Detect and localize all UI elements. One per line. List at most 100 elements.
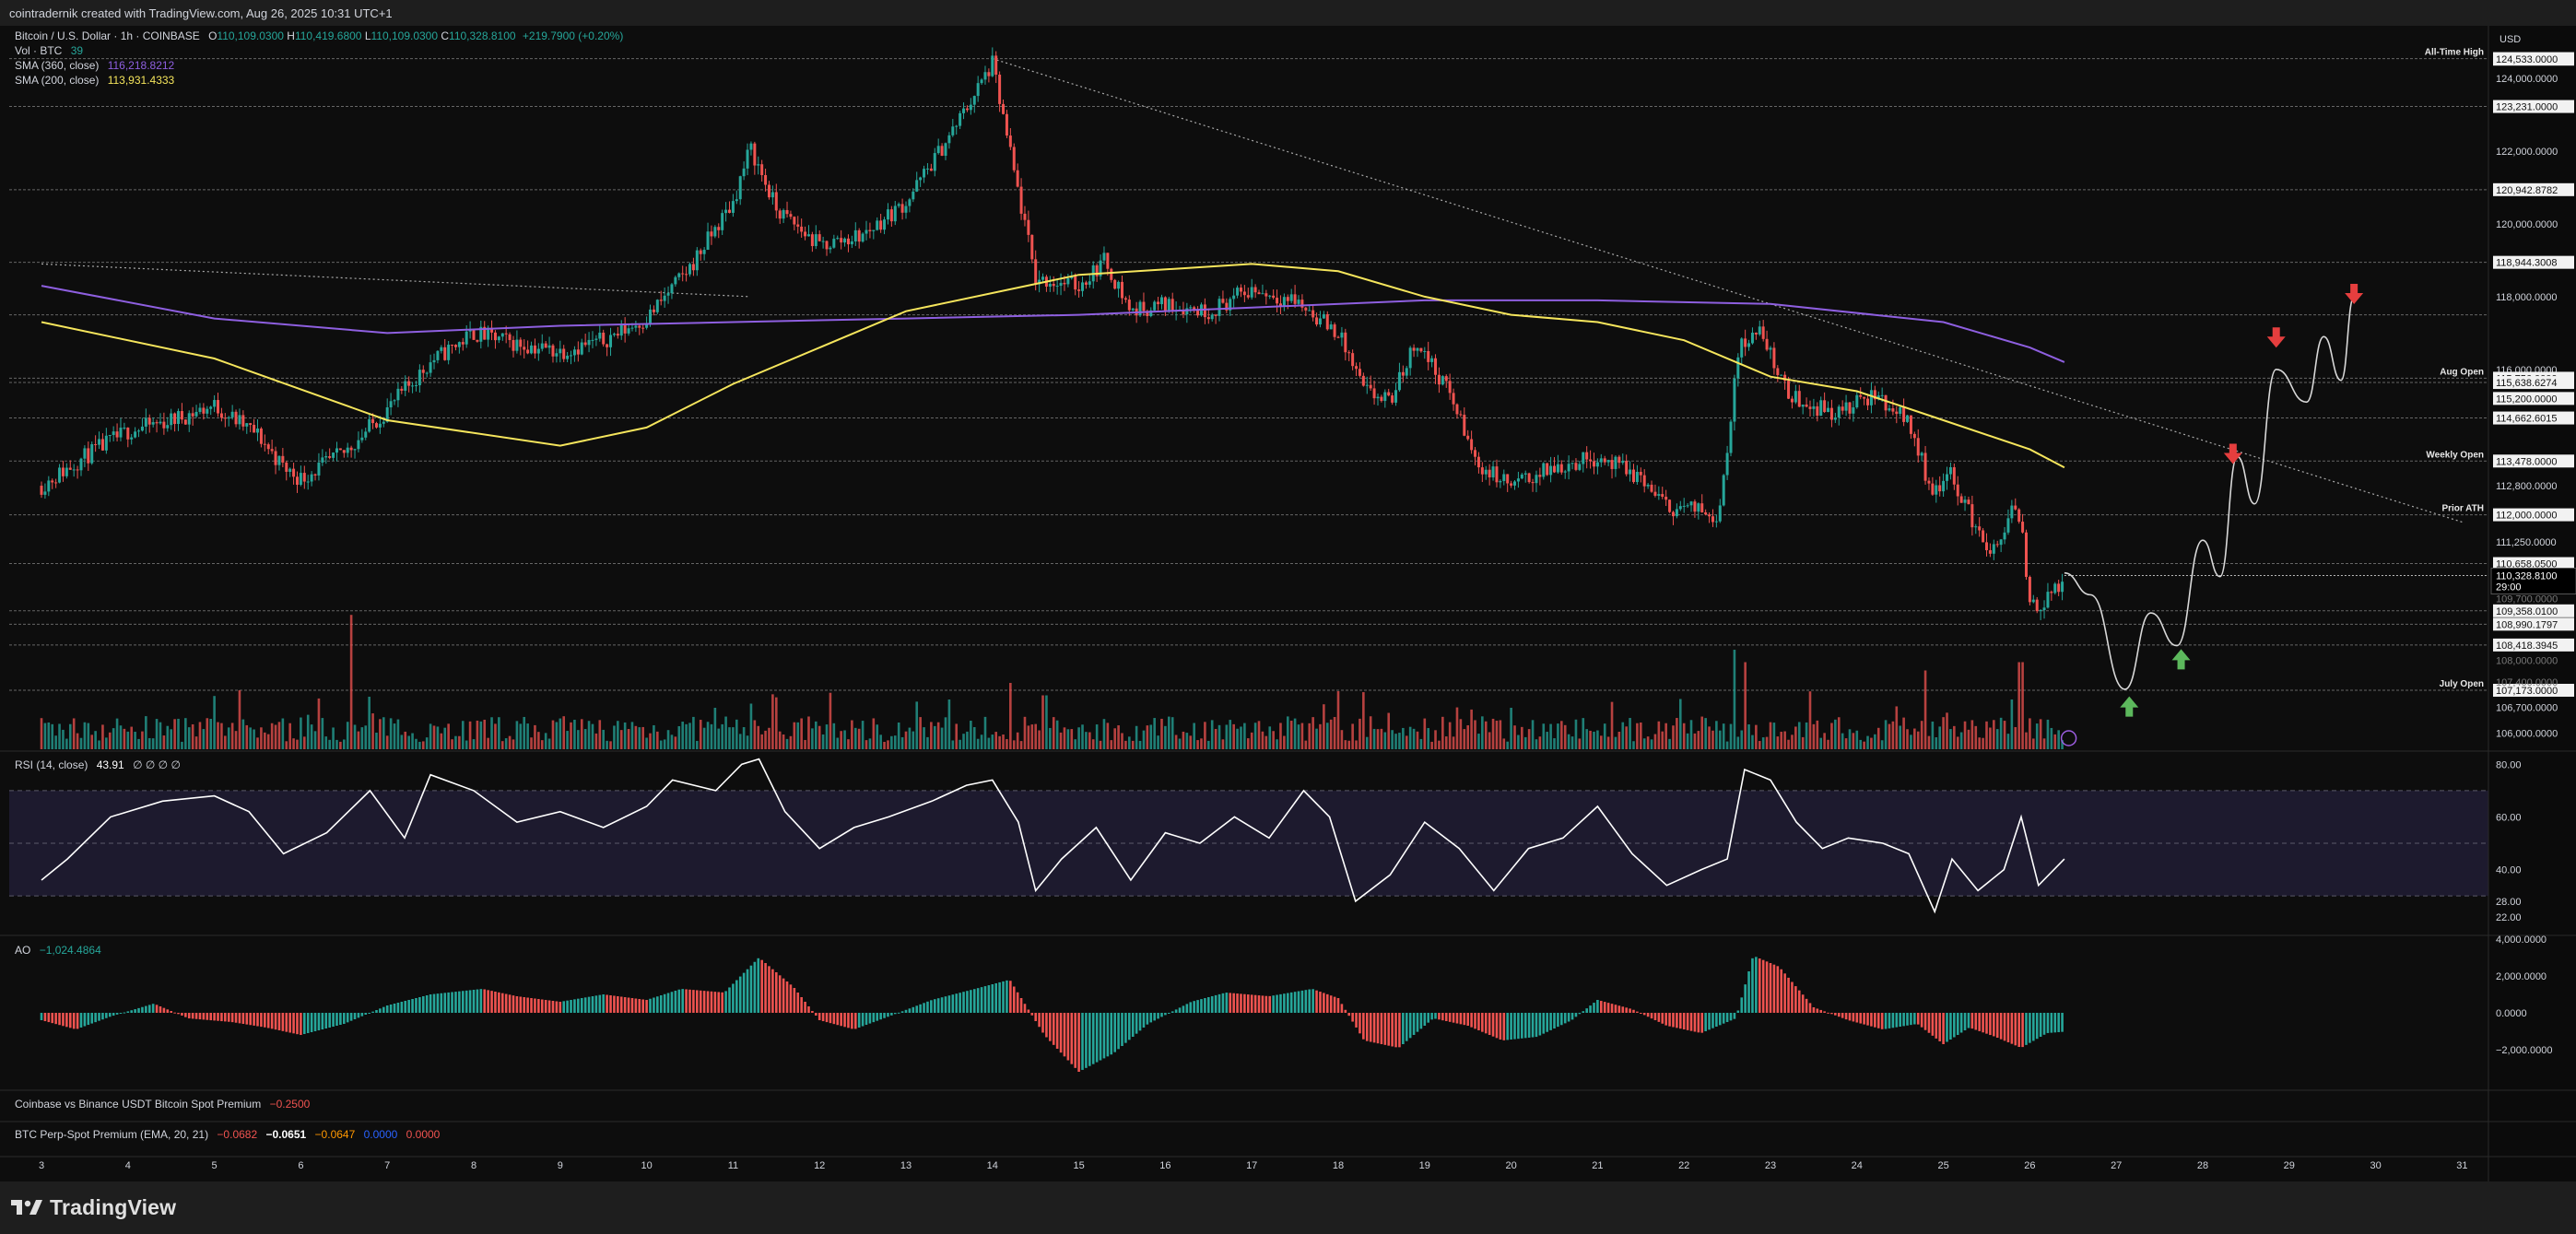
volume-bar [1527,729,1531,749]
ao-legend[interactable]: AO −1,024.4864 [15,943,101,958]
ao-bar [900,1011,904,1013]
candle-body [1708,514,1711,517]
price-level-badge-11 [2493,557,2574,570]
ao-bar [1697,1013,1700,1033]
volume-bar [202,729,206,749]
candle-body [270,449,274,452]
price-level-badge-7 [2493,392,2574,405]
candle-body [1902,406,1906,422]
candle-body [825,241,829,250]
volume-bar [814,721,817,749]
price-axis-background [2488,26,2576,1181]
perp-premium-legend[interactable]: BTC Perp-Spot Premium (EMA, 20, 21) −0.0… [15,1127,440,1142]
candle-body [955,125,959,127]
candle-body [998,75,1002,104]
volume-bar [206,718,209,749]
volume-bar [1661,731,1664,749]
candle-body [1315,317,1319,325]
volume-bar [68,723,72,749]
ao-bar [994,982,998,1013]
candle-body [770,192,774,198]
candle-body [266,444,270,450]
ao-bar [1931,1013,1935,1036]
volume-bar [904,731,908,749]
ao-bar [194,1013,198,1019]
ao-bar [912,1006,915,1013]
rsi-extra: ∅ ∅ ∅ ∅ [133,758,181,771]
candle-body [1149,310,1153,317]
rsi-legend[interactable]: RSI (14, close) 43.91 ∅ ∅ ∅ ∅ [15,758,181,772]
volume-bar [1387,712,1391,749]
spot-premium-legend[interactable]: Coinbase vs Binance USDT Bitcoin Spot Pr… [15,1097,310,1111]
candle-body [2042,607,2046,611]
ao-bar [1999,1013,2003,1040]
ao-bar [1135,1013,1138,1034]
volume-bar [1769,722,1772,749]
candle-body [1516,478,1520,482]
main-legend: Bitcoin / U.S. Dollar · 1h · COINBASE O1… [15,29,623,88]
volume-bar [1657,721,1661,749]
candle-body [638,325,641,328]
volume-bar [101,724,104,749]
ao-bar [760,959,763,1013]
candle-body [1758,326,1761,335]
volume-bar [728,727,731,749]
candle-body [1095,264,1099,276]
ao-bar [1434,1013,1437,1019]
current-price-label: 110,328.8100 [2496,571,2557,582]
tradingview-logo[interactable]: TradingView [11,1195,176,1219]
ao-bar [206,1013,209,1020]
candle-body [1383,392,1387,402]
volume-bar [328,739,331,749]
ao-bar [54,1013,57,1025]
ao-bar [547,1000,551,1013]
ao-bar [1769,963,1772,1013]
candle-body [1127,300,1131,311]
candle-body [1816,405,1819,417]
candle-body [915,180,919,192]
ao-bar [853,1013,857,1029]
volume-bar [1923,670,1927,749]
volume-bar [630,722,634,749]
candle-body [1714,521,1718,523]
volume-bar [923,727,925,749]
ao-bar [1164,1013,1167,1016]
volume-bar [1600,735,1603,749]
volume-legend-row[interactable]: Vol · BTC 39 [15,43,623,58]
ao-bar [407,1000,410,1013]
candle-body [1750,332,1754,344]
sma200-legend-row[interactable]: SMA (200, close) 113,931.4333 [15,73,623,88]
volume-bar [930,722,933,749]
candle-body [1272,295,1276,299]
volume-bar [980,735,983,749]
candle-body [634,325,638,328]
ao-bar [1523,1013,1527,1039]
candle-body [1261,293,1264,295]
candle-body [1805,404,1808,407]
ao-bar [328,1013,331,1028]
volume-bar [1355,740,1358,749]
ao-bar [926,1001,929,1013]
ao-bar [1517,1013,1520,1040]
ao-bar [2017,1013,2020,1047]
volume-bar [1574,719,1578,749]
volume-bar [432,725,436,749]
symbol-legend-row[interactable]: Bitcoin / U.S. Dollar · 1h · COINBASE O1… [15,29,623,43]
time-tick-15: 15 [1073,1160,1084,1171]
ao-bar [2014,1013,2017,1046]
candle-body [853,229,857,241]
ao-bar [1412,1013,1416,1035]
candle-body [400,388,404,391]
candle-body [1250,287,1253,298]
ao-bar [105,1013,108,1018]
candle-body [2028,576,2031,603]
volume-bar [483,719,487,749]
price-level-badge-15 [2493,684,2574,698]
sma360-legend-row[interactable]: SMA (360, close) 116,218.8212 [15,58,623,73]
candle-body [43,491,47,495]
ao-bar [537,999,540,1013]
candle-body [757,164,760,166]
ao-bar [375,1010,378,1013]
volume-bar [1844,738,1848,749]
